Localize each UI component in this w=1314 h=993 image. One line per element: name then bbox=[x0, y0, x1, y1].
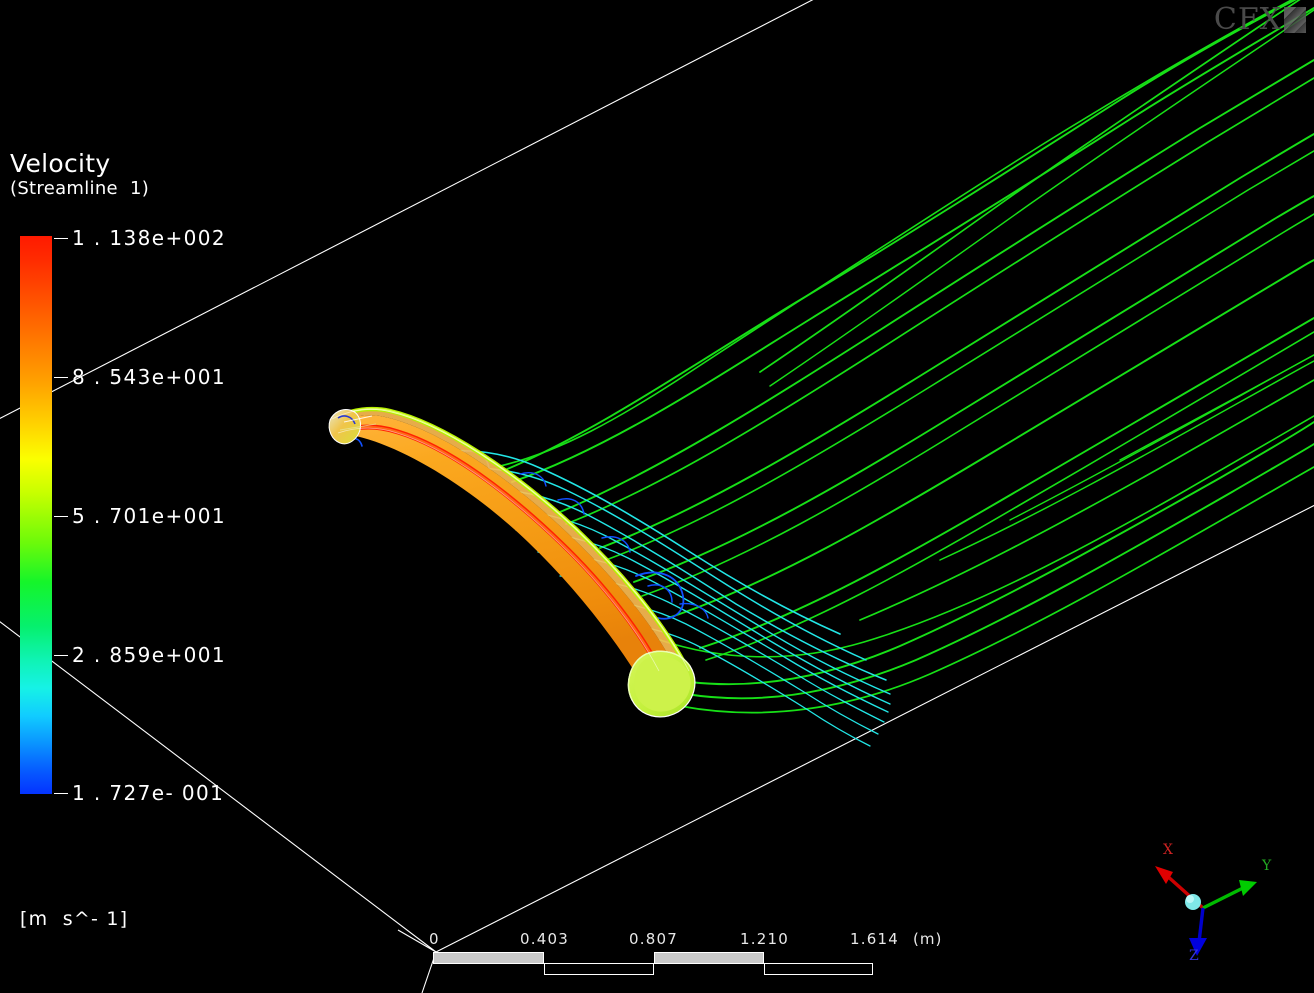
triad-label-z: Z bbox=[1189, 948, 1199, 964]
colorbar-tick-4 bbox=[54, 793, 68, 794]
scalebar-label-1: 0.403 bbox=[520, 930, 569, 948]
triad-axis-y bbox=[1202, 880, 1257, 910]
legend-units: [m s^- 1] bbox=[20, 908, 129, 930]
colorbar-group[interactable]: 1 . 138e+002 8 . 543e+001 5 . 701e+001 2… bbox=[10, 228, 270, 930]
colorbar-label-max: 1 . 138e+002 bbox=[72, 226, 227, 250]
colorbar-label-min: 1 . 727e- 001 bbox=[72, 781, 225, 805]
scalebar-segment-1 bbox=[433, 952, 544, 964]
axis-triad[interactable]: X Y Z bbox=[1125, 830, 1305, 980]
velocity-legend: Velocity (Streamline 1) 1 . 138e+002 8 .… bbox=[10, 149, 270, 931]
scalebar-label-4: 1.614 bbox=[850, 930, 899, 948]
cfx-watermark: CFX bbox=[1214, 2, 1306, 37]
legend-title: Velocity bbox=[10, 149, 111, 178]
legend-subtitle: (Streamline 1) bbox=[10, 178, 150, 199]
cfx-emblem-icon bbox=[1284, 6, 1306, 33]
colorbar-tick-3 bbox=[54, 655, 68, 656]
colorbar-label-mid: 5 . 701e+001 bbox=[72, 504, 227, 528]
blade-outline bbox=[331, 408, 690, 672]
colorbar-tick-2 bbox=[54, 516, 68, 517]
colorbar-tick-1 bbox=[54, 377, 68, 378]
scalebar-segment-3 bbox=[654, 952, 764, 964]
streamline-bundle-freestream bbox=[499, 0, 1314, 714]
scalebar-label-0: 0 bbox=[429, 930, 440, 948]
turbine-blade-surface[interactable] bbox=[328, 406, 696, 718]
scale-bar: 0 0.403 0.807 1.210 1.614 (m) bbox=[429, 930, 953, 990]
colorbar-tick-0 bbox=[54, 238, 68, 239]
triad-label-y: Y bbox=[1262, 858, 1272, 874]
scalebar-segment-2 bbox=[544, 963, 654, 975]
scalebar-track bbox=[433, 952, 873, 975]
colorbar-gradient[interactable] bbox=[20, 236, 52, 794]
colorbar-label-q1: 2 . 859e+001 bbox=[72, 643, 227, 667]
triad-label-x: X bbox=[1163, 842, 1173, 858]
scalebar-label-3: 1.210 bbox=[740, 930, 789, 948]
triad-axis-z bbox=[1189, 907, 1207, 956]
scalebar-segment-4 bbox=[764, 963, 873, 975]
colorbar-label-q3: 8 . 543e+001 bbox=[72, 365, 227, 389]
scalebar-label-2: 0.807 bbox=[629, 930, 678, 948]
scalebar-unit: (m) bbox=[913, 930, 943, 948]
cfx-wordmark: CFX bbox=[1213, 2, 1282, 37]
